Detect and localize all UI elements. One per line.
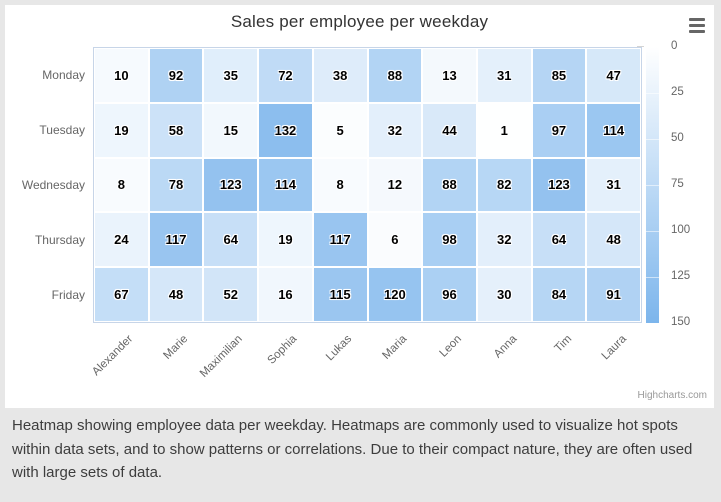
heatmap-cell[interactable]: 67: [94, 267, 149, 322]
heatmap-cell[interactable]: 31: [476, 48, 532, 103]
heatmap-cell[interactable]: 35: [203, 48, 259, 103]
color-axis-tick-label: 150: [671, 316, 691, 328]
heatmap-cell[interactable]: 15: [203, 102, 259, 158]
color-axis-tick: [646, 139, 659, 140]
heatmap-cell[interactable]: 58: [148, 102, 204, 158]
color-axis-gradient-bar: [646, 47, 659, 323]
hamburger-icon: [689, 29, 705, 33]
heatmap-cell[interactable]: 92: [148, 48, 204, 103]
heatmap-cell[interactable]: 19: [94, 102, 149, 158]
heatmap-cell[interactable]: 52: [203, 267, 259, 322]
heatmap-cell[interactable]: 13: [422, 48, 477, 103]
context-menu-button[interactable]: [687, 15, 709, 35]
heatmap-cell[interactable]: 19: [258, 212, 313, 268]
heatmap-cell[interactable]: 16: [258, 267, 313, 322]
heatmap-cell[interactable]: 12: [367, 157, 423, 213]
color-axis-tick-label: 0: [671, 40, 678, 52]
color-axis-tick: [646, 93, 659, 94]
heatmap-cell[interactable]: 88: [367, 48, 423, 103]
heatmap-cell[interactable]: 6: [367, 212, 423, 268]
heatmap-cell[interactable]: 31: [586, 157, 641, 213]
y-axis-label: Wednesday: [21, 178, 85, 192]
heatmap-cell[interactable]: 5: [312, 102, 368, 158]
heatmap-cell[interactable]: 85: [531, 48, 587, 103]
heatmap-cell[interactable]: 24: [94, 212, 149, 268]
heatmap-cell[interactable]: 91: [586, 267, 641, 322]
color-axis-tick-label: 100: [671, 224, 691, 236]
color-axis-tick: [646, 185, 659, 186]
heatmap-cell[interactable]: 64: [203, 212, 259, 268]
heatmap-cell[interactable]: 72: [258, 48, 313, 103]
heatmap-cell[interactable]: 114: [586, 102, 641, 158]
heatmap-cell[interactable]: 30: [476, 267, 532, 322]
heatmap-cell[interactable]: 82: [476, 157, 532, 213]
heatmap-cell[interactable]: 123: [203, 157, 259, 213]
heatmap-cell[interactable]: 48: [586, 212, 641, 268]
color-axis-tick-label: 25: [671, 86, 684, 98]
chart-title: Sales per employee per weekday: [230, 12, 489, 31]
heatmap-cell[interactable]: 32: [367, 102, 423, 158]
color-axis-tick: [646, 231, 659, 232]
heatmap-cell[interactable]: 47: [586, 48, 641, 103]
heatmap-cell[interactable]: 97: [531, 102, 587, 158]
heatmap-cell[interactable]: 114: [258, 157, 313, 213]
heatmap-cell[interactable]: 38: [312, 48, 368, 103]
heatmap-cell[interactable]: 10: [94, 48, 149, 103]
heatmap-cell[interactable]: 8: [94, 157, 149, 213]
heatmap-cell[interactable]: 115: [312, 267, 368, 322]
y-axis-label: Thursday: [34, 233, 85, 248]
heatmap-cell[interactable]: 8: [312, 157, 368, 213]
heatmap-cell[interactable]: 88: [422, 157, 477, 213]
heatmap-cell[interactable]: 117: [148, 212, 204, 268]
heatmap-cell[interactable]: 132: [258, 102, 313, 158]
y-axis-label: Friday: [51, 288, 85, 303]
color-axis-tick-label: 50: [671, 132, 684, 144]
caption-text: Heatmap showing employee data per weekda…: [12, 417, 693, 481]
heatmap-cell[interactable]: 123: [531, 157, 587, 213]
heatmap-cell[interactable]: 84: [531, 267, 587, 322]
hamburger-icon: [689, 23, 705, 27]
heatmap-cell[interactable]: 120: [367, 267, 423, 322]
heatmap-cell[interactable]: 64: [531, 212, 587, 268]
heatmap-cell[interactable]: 96: [422, 267, 477, 322]
color-axis-tick: [637, 46, 644, 47]
y-axis-label: Tuesday: [39, 122, 85, 137]
credits-link[interactable]: Highcharts.com: [637, 390, 707, 401]
heatmap-cell[interactable]: 48: [148, 267, 204, 322]
hamburger-icon: [689, 17, 705, 21]
heatmap-cell[interactable]: 1: [476, 102, 532, 158]
heatmap-cell[interactable]: 78: [148, 157, 204, 213]
color-axis-tick-label: 125: [671, 270, 691, 282]
heatmap-cell[interactable]: 32: [476, 212, 532, 268]
heatmap-cell[interactable]: 44: [422, 102, 477, 158]
heatmap-cell[interactable]: 98: [422, 212, 477, 268]
color-axis-tick-label: 75: [671, 178, 684, 190]
color-axis-tick: [646, 277, 659, 278]
heatmap-plot-area: 10 92 35 72 38 88 13 31 85 47 19 58 15 132 5 32 44 1 97 114…: [93, 47, 642, 323]
heatmap-cell[interactable]: 117: [312, 212, 368, 268]
y-axis-label: Monday: [42, 67, 85, 82]
